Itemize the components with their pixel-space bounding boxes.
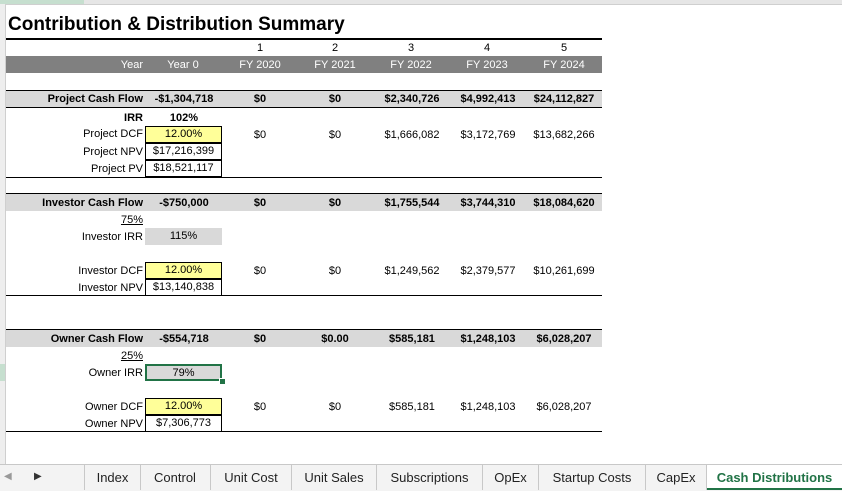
- period-number: 3: [407, 42, 415, 54]
- owner-dcf-y1: $0: [253, 401, 267, 413]
- investor-irr-value[interactable]: 115%: [145, 228, 222, 245]
- project-pv-value[interactable]: $18,521,117: [145, 160, 222, 177]
- fy-label: FY 2022: [390, 59, 432, 71]
- row-gutter: [0, 4, 6, 464]
- owner-share: 25%: [120, 350, 143, 362]
- project-irr-value: 102%: [169, 112, 199, 124]
- active-row-marker: [0, 364, 5, 381]
- investor-cf-y2: $0: [328, 197, 342, 209]
- project-cf-y5: $24,112,827: [533, 93, 595, 105]
- tab-scroll-left-icon[interactable]: ◀: [4, 471, 12, 482]
- year0-label: Year 0: [167, 59, 199, 71]
- fy-label: FY 2024: [543, 59, 585, 71]
- year-label: Year: [120, 59, 143, 71]
- owner-cf-y4: $1,248,103: [460, 333, 516, 345]
- owner-cash-flow-row: [6, 330, 602, 347]
- investor-cash-flow-row: [6, 194, 602, 211]
- investor-npv-value[interactable]: $13,140,838: [145, 279, 222, 296]
- investor-cf-y5: $18,084,620: [533, 197, 595, 209]
- year-header-band: [6, 56, 602, 73]
- owner-cf-y5: $6,028,207: [536, 333, 592, 345]
- investor-dcf-y4: $2,379,577: [460, 265, 516, 277]
- tab-startup-costs[interactable]: Startup Costs: [539, 465, 646, 490]
- investor-cf-label: Investor Cash Flow: [42, 197, 143, 209]
- project-cf-label: Project Cash Flow: [47, 93, 143, 105]
- project-cf-y4: $4,992,413: [460, 93, 516, 105]
- project-dcf-y2: $0: [328, 129, 342, 141]
- investor-cf-y1: $0: [253, 197, 267, 209]
- investor-dcf-rate-input[interactable]: 12.00%: [145, 262, 222, 279]
- investor-dcf-y1: $0: [253, 265, 267, 277]
- investor-npv-label: Investor NPV: [78, 282, 143, 294]
- page-title: Contribution & Distribution Summary: [8, 14, 345, 35]
- investor-dcf-y5: $10,261,699: [533, 265, 595, 277]
- project-dcf-y4: $3,172,769: [460, 129, 516, 141]
- fy-label: FY 2023: [466, 59, 508, 71]
- selected-column-indicator: [0, 0, 84, 4]
- investor-cf-y3: $1,755,544: [384, 197, 440, 209]
- project-cf-y1: $0: [253, 93, 267, 105]
- tab-control[interactable]: Control: [140, 465, 211, 490]
- owner-dcf-y4: $1,248,103: [460, 401, 516, 413]
- fy-label: FY 2021: [314, 59, 356, 71]
- owner-npv-label: Owner NPV: [84, 418, 143, 430]
- owner-dcf-y3: $585,181: [389, 401, 435, 413]
- tab-scroll-right-icon[interactable]: ▶: [34, 471, 42, 482]
- tab-unit-cost[interactable]: Unit Cost: [211, 465, 292, 490]
- investor-dcf-y2: $0: [328, 265, 342, 277]
- project-dcf-label: Project DCF: [83, 128, 143, 140]
- owner-dcf-label: Owner DCF: [84, 401, 143, 413]
- period-number: 4: [483, 42, 491, 54]
- period-number: 5: [560, 42, 568, 54]
- tab-opex[interactable]: OpEx: [483, 465, 539, 490]
- owner-dcf-rate-input[interactable]: 12.00%: [145, 398, 222, 415]
- owner-cf-y2: $0.00: [321, 333, 349, 345]
- project-npv-label: Project NPV: [83, 146, 143, 158]
- investor-dcf-label: Investor DCF: [78, 265, 143, 277]
- investor-cf-year0: -$750,000: [159, 197, 209, 209]
- project-cf-y3: $2,340,726: [384, 93, 440, 105]
- tab-subscriptions[interactable]: Subscriptions: [377, 465, 483, 490]
- tab-unit-sales[interactable]: Unit Sales: [292, 465, 377, 490]
- owner-cf-y1: $0: [253, 333, 267, 345]
- tab-capex[interactable]: CapEx: [646, 465, 707, 490]
- investor-irr-label: Investor IRR: [81, 231, 143, 243]
- project-npv-value[interactable]: $17,216,399: [145, 143, 222, 160]
- project-irr-label: IRR: [124, 112, 143, 124]
- investor-share: 75%: [120, 214, 143, 226]
- fill-handle[interactable]: [219, 378, 226, 385]
- owner-dcf-y5: $6,028,207: [536, 401, 592, 413]
- project-cash-flow-row: [6, 91, 602, 107]
- project-dcf-y5: $13,682,266: [533, 129, 595, 141]
- investor-cf-y4: $3,744,310: [460, 197, 516, 209]
- column-header-strip: [0, 0, 842, 5]
- project-dcf-rate-input[interactable]: 12.00%: [145, 126, 222, 143]
- investor-dcf-y3: $1,249,562: [384, 265, 440, 277]
- owner-cf-y3: $585,181: [389, 333, 435, 345]
- period-number: 2: [331, 42, 339, 54]
- fy-label: FY 2020: [239, 59, 281, 71]
- owner-irr-label: Owner IRR: [88, 367, 143, 379]
- owner-cf-year0: -$554,718: [159, 333, 209, 345]
- project-cf-year0: -$1,304,718: [154, 93, 214, 105]
- owner-dcf-y2: $0: [328, 401, 342, 413]
- tab-index[interactable]: Index: [84, 465, 141, 490]
- project-dcf-y3: $1,666,082: [384, 129, 440, 141]
- project-dcf-y1: $0: [253, 129, 267, 141]
- tab-cash-distributions[interactable]: Cash Distributions: [707, 465, 842, 490]
- period-number: 1: [256, 42, 264, 54]
- project-cf-y2: $0: [328, 93, 342, 105]
- owner-irr-value-selected[interactable]: 79%: [145, 364, 222, 381]
- project-pv-label: Project PV: [91, 163, 143, 175]
- owner-cf-label: Owner Cash Flow: [50, 333, 143, 345]
- sheet-tab-bar: ◀ ▶ Index Control Unit Cost Unit Sales S…: [0, 464, 842, 491]
- owner-npv-value[interactable]: $7,306,773: [145, 415, 222, 432]
